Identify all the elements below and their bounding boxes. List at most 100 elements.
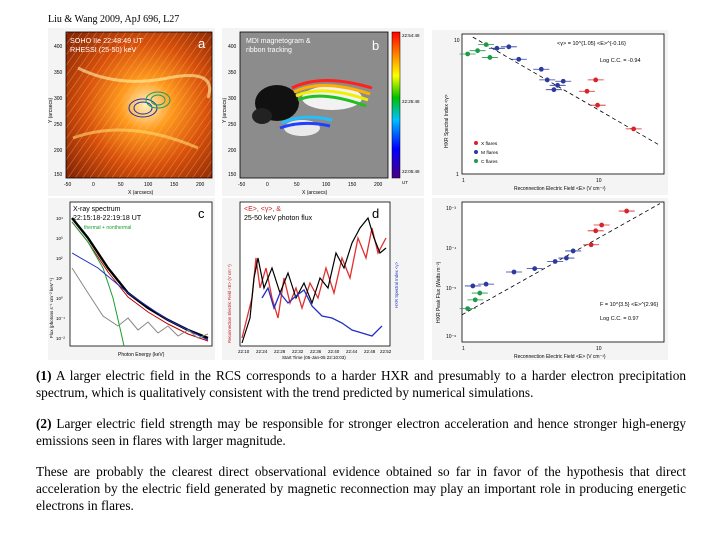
citation: Liu & Wang 2009, ApJ 696, L27 <box>48 14 180 25</box>
panel-b: MDI magnetogram & ribbon tracking b 22:5… <box>222 28 424 196</box>
panel-b-ytick: 200 <box>228 148 237 154</box>
colorbar <box>391 31 401 179</box>
colorbar-tick: 22:05:48 <box>402 169 420 174</box>
panel-c-ylabel: Flux (photons s⁻¹ cm⁻² keV⁻¹) <box>49 277 54 338</box>
panel-c-ytick: 10⁻¹ <box>56 316 65 321</box>
fit-label-f: F = 10^{3.5} <E>^{2.96} <box>600 302 658 308</box>
paragraph-2-number: (2) <box>36 416 52 431</box>
chart-f-marks <box>459 203 661 316</box>
panel-b-figure: MDI magnetogram & ribbon tracking b 22:5… <box>222 31 420 196</box>
data-point <box>516 56 522 62</box>
paragraph-3-text: These are probably the clearest direct o… <box>36 464 686 513</box>
ylabel-f: HXR Peak Flux (Watts m⁻²) <box>436 261 442 323</box>
data-point <box>483 42 489 48</box>
panel-b-xtick: -50 <box>238 182 245 188</box>
panel-b-ytick: 400 <box>228 44 237 50</box>
electric-field-curve <box>241 227 387 339</box>
panel-a-ytick: 350 <box>54 70 63 76</box>
panel-a-xtick: 100 <box>144 182 153 188</box>
panel-c-ytick: 10³ <box>56 236 63 241</box>
panel-b-ytick: 350 <box>228 70 237 76</box>
chart-e-marks <box>459 36 661 146</box>
panel-c-ytick: 10⁴ <box>56 216 63 221</box>
panel-c: X-ray spectrum 22:15:18-22:19:18 UT ther… <box>48 198 215 360</box>
panel-d-xtick: 22:48 <box>364 349 376 354</box>
panel-f: F = 10^{3.5} <E>^{2.96} Log C.C. = 0.97 … <box>432 198 668 360</box>
data-point <box>465 306 471 312</box>
panel-a-ytick: 250 <box>54 122 63 128</box>
data-point <box>570 248 576 254</box>
panel-a-letter: a <box>198 36 206 51</box>
paragraph-2: (2) Larger electric field strength may b… <box>36 415 686 449</box>
nonthermal-fit <box>71 252 209 341</box>
ytick-f: 10⁻⁴ <box>446 246 456 252</box>
panel-b-title2: ribbon tracking <box>246 47 292 54</box>
legend-c: C flares <box>481 159 498 165</box>
background <box>71 267 209 339</box>
colorbar-tick: 22:54:48 <box>402 33 420 38</box>
panel-c-letter: c <box>198 206 205 221</box>
ytick-f: 10⁻⁵ <box>446 286 456 292</box>
data-point <box>552 259 558 264</box>
paragraph-1: (1) A larger electric field in the RCS c… <box>36 367 686 401</box>
panel-b-title1: MDI magnetogram & <box>246 38 311 45</box>
panel-e-figure: <γ> = 10^{1.05} <E>^{-0.16} Log C.C. = -… <box>444 33 665 192</box>
panel-a-xtick: 150 <box>170 182 179 188</box>
panel-b-ytick: 150 <box>228 172 237 178</box>
panel-d-title2: 25-50 keV photon flux <box>244 215 313 222</box>
panel-d-xticks: 22:10 22:24 22:28 22:32 22:36 22:40 22:4… <box>238 349 392 354</box>
legend-x: X flares <box>481 141 498 147</box>
panel-a-ytick: 300 <box>54 96 63 102</box>
panel-b-xtick: 0 <box>266 182 269 188</box>
data-point <box>472 297 478 303</box>
panel-a-xtick: 0 <box>92 182 95 188</box>
legend-marker <box>474 141 478 145</box>
thermal-fit <box>71 221 125 347</box>
panel-b-ylabel: Y (arcsecs) <box>222 97 228 123</box>
panel-a-yticks: 400 350 300 250 200 150 <box>54 44 63 178</box>
ytick-f: 10⁻³ <box>446 206 456 212</box>
panel-b-ytick: 300 <box>228 96 237 102</box>
panel-a-xtick: 200 <box>196 182 205 188</box>
data-point <box>532 266 538 272</box>
panel-b-ytick: 250 <box>228 122 237 128</box>
data-point <box>555 82 560 88</box>
panel-a-ylabel: Y (arcsecs) <box>48 97 54 123</box>
data-point <box>506 44 512 50</box>
panel-d-title1: <E>, <γ>, & <box>244 206 281 213</box>
panel-a-xlabel: X (arcsecs) <box>128 190 154 196</box>
panel-c-title2: 22:15:18-22:19:18 UT <box>73 215 142 222</box>
panel-d-xtick: 22:40 <box>328 349 340 354</box>
data-point <box>631 126 637 132</box>
panel-a-xticks: -50 0 50 100 150 200 <box>64 182 205 188</box>
data-point <box>470 283 476 289</box>
panel-a-ytick: 400 <box>54 44 63 50</box>
panel-b-xtick: 150 <box>348 182 357 188</box>
data-point <box>483 281 489 287</box>
panel-c-ytick: 10² <box>56 256 63 261</box>
xlabel-f: Reconnection Electric Field <E> (V cm⁻¹) <box>514 354 606 360</box>
panel-e: <γ> = 10^{1.05} <E>^{-0.16} Log C.C. = -… <box>432 30 668 195</box>
paragraph-2-text: Larger electric field strength may be re… <box>36 416 686 448</box>
legend-marker <box>474 159 478 163</box>
panel-d-ylabel-right: HXR Spectral Index <γ> <box>394 261 399 308</box>
panel-c-figure: X-ray spectrum 22:15:18-22:19:18 UT ther… <box>49 201 213 358</box>
panel-f-figure: F = 10^{3.5} <E>^{2.96} Log C.C. = 0.97 … <box>436 201 665 360</box>
panel-d-xlabel: Start Time (05-Jan-05 22:10:03) <box>282 355 346 360</box>
panel-d-figure: <E>, <γ>, & 25-50 keV photon flux d 22:1… <box>227 201 399 360</box>
data-point <box>487 55 493 60</box>
data-point <box>588 242 594 248</box>
panel-b-yticks: 400 350 300 250 200 150 <box>228 44 237 178</box>
ytick-f: 10⁻⁶ <box>446 334 456 340</box>
panel-c-ytick: 10⁰ <box>56 296 63 301</box>
cc-label-f: Log C.C. = 0.97 <box>600 316 639 322</box>
panel-d-letter: d <box>372 206 379 221</box>
panel-a-xtick: 50 <box>118 182 124 188</box>
paragraph-1-text: A larger electric field in the RCS corre… <box>36 368 686 400</box>
data-point <box>477 290 483 296</box>
photon-flux-curve <box>241 216 387 344</box>
panel-c-yticks: 10⁴ 10³ 10² 10¹ 10⁰ 10⁻¹ 10⁻² <box>56 216 65 341</box>
spectral-index-curve <box>261 286 383 337</box>
panel-a-ytick: 150 <box>54 172 63 178</box>
paragraph-3: These are probably the clearest direct o… <box>36 463 686 514</box>
